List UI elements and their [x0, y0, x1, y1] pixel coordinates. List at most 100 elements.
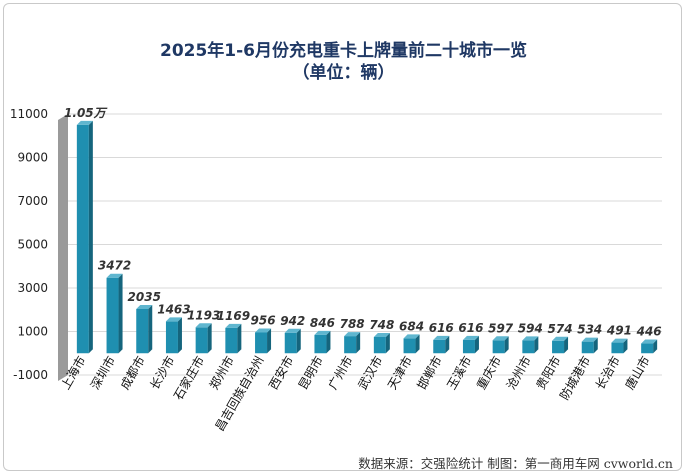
- bar-top: [344, 332, 361, 337]
- x-axis-label: 广州市: [325, 353, 356, 392]
- bar-front: [225, 327, 238, 354]
- bar-side: [504, 336, 509, 354]
- bar-side: [534, 336, 539, 354]
- data-label: 1169: [217, 309, 250, 323]
- bar-side: [296, 328, 301, 354]
- bar-front: [433, 339, 446, 354]
- chart-subtitle: （单位：辆）: [292, 63, 395, 83]
- bar: [165, 317, 182, 354]
- bar: [76, 120, 93, 354]
- data-label: 594: [518, 321, 543, 335]
- bar-side: [88, 120, 93, 354]
- bar: [641, 339, 658, 354]
- y-tick-label: 9000: [17, 151, 48, 165]
- data-label: 956: [251, 313, 276, 327]
- bar-front: [284, 332, 297, 354]
- bar-front: [165, 321, 178, 354]
- y-tick-label: 3000: [17, 281, 48, 295]
- bar-top: [255, 328, 272, 333]
- x-axis-label: 深圳市: [87, 353, 118, 392]
- bar-top: [611, 338, 628, 343]
- bar: [462, 335, 479, 354]
- y-axis-ticks: -1000 1000 3000 5000 7000 9000 11000: [10, 107, 48, 382]
- bar-top: [522, 336, 539, 341]
- x-axis-label: 沧州市: [503, 353, 534, 392]
- data-label: 491: [606, 324, 632, 338]
- y-tick-label: 1000: [17, 325, 48, 339]
- bar-side: [148, 304, 153, 354]
- x-axis-label: 玉溪市: [444, 353, 475, 392]
- y-tick-label: 5000: [17, 238, 48, 252]
- x-axis-label: 长沙市: [147, 353, 178, 392]
- bar: [522, 336, 539, 354]
- data-label: 846: [310, 316, 335, 330]
- bar-side: [415, 334, 420, 354]
- source-note: 数据来源：交强险统计 制图：第一商用车网 cvworld.cn: [358, 456, 673, 471]
- bar-side: [356, 332, 361, 354]
- bar-top: [76, 120, 93, 125]
- bar: [581, 337, 598, 354]
- bar-side: [623, 338, 628, 354]
- data-label: 597: [488, 321, 514, 335]
- chart-title: 2025年1-6月份充电重卡上牌量前二十城市一览: [159, 41, 528, 61]
- data-label: 942: [280, 314, 305, 328]
- x-axis-label: 昆明市: [295, 353, 326, 392]
- data-label: 574: [548, 322, 573, 336]
- bar-front: [373, 336, 386, 354]
- bar-side: [653, 339, 658, 354]
- data-label: 748: [369, 318, 394, 332]
- data-label: 1193: [187, 308, 220, 322]
- bar-front: [492, 340, 505, 354]
- data-label: 1463: [157, 302, 190, 316]
- bar: [255, 328, 272, 354]
- bar-top: [106, 273, 123, 278]
- y-tick-label: 7000: [17, 194, 48, 208]
- bar: [403, 334, 420, 354]
- bar-front: [611, 342, 624, 354]
- bar-front: [344, 336, 357, 354]
- bar: [344, 332, 361, 354]
- bar-top: [314, 330, 331, 335]
- y-tick-label: -1000: [13, 368, 48, 382]
- bar-side: [593, 337, 598, 354]
- data-label: 788: [340, 317, 365, 331]
- bars: [76, 120, 658, 354]
- bar: [314, 330, 331, 354]
- bar: [611, 338, 628, 354]
- chart-frame: [3, 3, 682, 471]
- bar-front: [462, 339, 475, 354]
- bar-top: [433, 335, 450, 340]
- side-wall: [58, 114, 68, 381]
- bar: [225, 323, 242, 354]
- bar-side: [237, 323, 242, 354]
- bar: [492, 336, 509, 354]
- x-axis-label: 武汉市: [354, 353, 385, 392]
- bar-side: [564, 336, 569, 354]
- bar-side: [385, 332, 390, 354]
- bar: [433, 335, 450, 354]
- bar-front: [76, 124, 89, 354]
- bar-front: [552, 340, 565, 354]
- bar-top: [225, 323, 242, 328]
- x-axis-label: 成都市: [117, 353, 148, 392]
- x-axis-label: 天津市: [384, 353, 415, 392]
- bar-side: [118, 273, 123, 354]
- data-label: 3472: [98, 259, 131, 273]
- bar-front: [581, 341, 594, 354]
- bar-top: [136, 304, 153, 309]
- bar-top: [373, 332, 390, 337]
- x-axis-label: 重庆市: [473, 353, 504, 392]
- y-tick-label: 11000: [10, 107, 48, 121]
- x-axis-label: 邯郸市: [414, 353, 445, 392]
- bar: [284, 328, 301, 354]
- bar-front: [522, 340, 535, 354]
- bar-top: [165, 317, 182, 322]
- bar-top: [552, 336, 569, 341]
- data-label: 534: [577, 323, 602, 337]
- bar: [373, 332, 390, 354]
- gridlines: [68, 113, 662, 376]
- bar-top: [284, 328, 301, 333]
